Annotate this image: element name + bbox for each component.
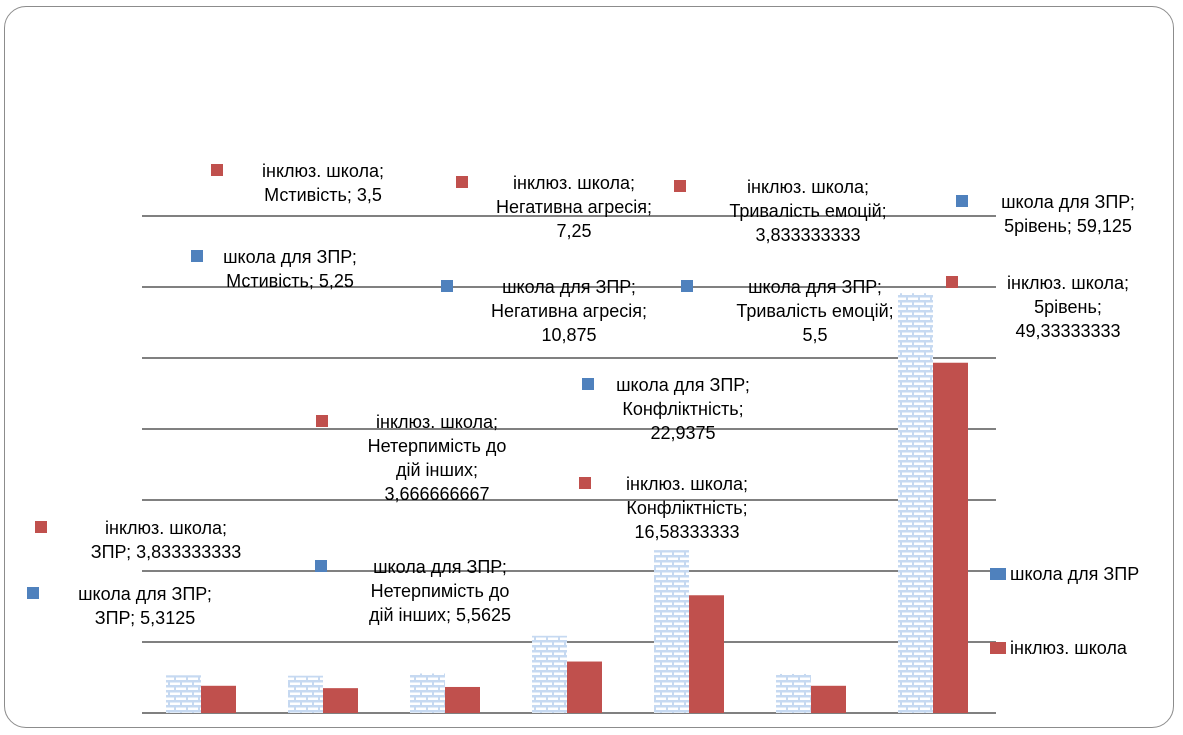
inclusive-data-marker-1	[35, 521, 47, 533]
school-zpr-data-marker-2	[191, 250, 203, 262]
school-zpr-data-marker-3	[315, 560, 327, 572]
school-zpr-data-label-4: 10,875	[541, 325, 596, 345]
inclusive-data-label-1: ЗПР; 3,833333333	[91, 542, 242, 562]
bar-inclusive-1	[201, 685, 236, 713]
bar-school-zpr-5	[654, 550, 689, 713]
legend-label-1: школа для ЗПР	[1010, 564, 1139, 584]
school-zpr-data-marker-1	[27, 587, 39, 599]
inclusive-data-label-1: інклюз. школа;	[105, 518, 227, 538]
bar-inclusive-6	[811, 685, 846, 713]
inclusive-data-label-3: інклюз. школа;	[376, 412, 498, 432]
inclusive-data-label-6: Тривалість емоцій;	[729, 201, 886, 221]
school-zpr-data-label-4: школа для ЗПР;	[502, 277, 636, 297]
bar-inclusive-3	[445, 686, 480, 713]
bar-school-zpr-7	[898, 293, 933, 713]
bar-school-zpr-1	[166, 675, 201, 713]
bar-inclusive-4	[567, 661, 602, 713]
school-zpr-data-label-3: Нетерпимість до	[371, 581, 510, 601]
inclusive-data-label-5: Конфліктність;	[626, 498, 747, 518]
inclusive-data-marker-7	[946, 276, 958, 288]
bar-school-zpr-3	[410, 673, 445, 713]
school-zpr-data-label-6: Тривалість емоцій;	[736, 301, 893, 321]
inclusive-data-marker-3	[316, 415, 328, 427]
school-zpr-data-label-1: школа для ЗПР;	[78, 584, 212, 604]
inclusive-data-label-4: Негативна агресія;	[496, 197, 652, 217]
inclusive-data-label-6: інклюз. школа;	[747, 177, 869, 197]
bar-inclusive-2	[323, 688, 358, 713]
school-zpr-data-marker-4	[441, 280, 453, 292]
school-zpr-data-label-4: Негативна агресія;	[491, 301, 647, 321]
inclusive-data-label-3: Нетерпимість до	[368, 436, 507, 456]
school-zpr-data-label-5: школа для ЗПР;	[616, 375, 750, 395]
inclusive-data-label-2: Мстивість; 3,5	[264, 185, 382, 205]
inclusive-data-label-6: 3,833333333	[755, 225, 860, 245]
inclusive-data-marker-2	[211, 164, 223, 176]
legend: школа для ЗПР інклюз. школа	[990, 564, 1139, 658]
inclusive-data-marker-4	[456, 176, 468, 188]
school-zpr-data-label-3: школа для ЗПР;	[373, 557, 507, 577]
gridlines	[142, 215, 996, 714]
bar-inclusive-7	[933, 362, 968, 713]
school-zpr-data-label-6: школа для ЗПР;	[748, 277, 882, 297]
legend-swatch-1	[990, 568, 1006, 580]
inclusive-data-label-4: 7,25	[556, 221, 591, 241]
school-zpr-data-label-1: ЗПР; 5,3125	[95, 608, 195, 628]
inclusive-data-marker-6	[674, 180, 686, 192]
school-zpr-data-marker-5	[582, 378, 594, 390]
school-zpr-data-marker-7	[956, 195, 968, 207]
school-zpr-data-label-5: Конфліктність;	[622, 399, 743, 419]
chart-frame	[4, 6, 1174, 728]
data-labels: школа для ЗПР; ЗПР; 5,3125 школа для ЗПР; М…	[27, 161, 1135, 628]
inclusive-data-label-2: інклюз. школа;	[262, 161, 384, 181]
school-zpr-data-marker-6	[681, 280, 693, 292]
bar-school-zpr-4	[532, 635, 567, 713]
inclusive-data-label-7: 5рівень;	[1034, 297, 1102, 317]
legend-label-2: інклюз. школа	[1010, 638, 1128, 658]
bar-school-zpr-2	[288, 675, 323, 713]
inclusive-data-label-5: інклюз. школа;	[626, 474, 748, 494]
inclusive-data-label-7: 49,33333333	[1015, 321, 1120, 341]
inclusive-data-marker-5	[579, 477, 591, 489]
inclusive-data-label-4: інклюз. школа;	[513, 173, 635, 193]
inclusive-data-label-7: інклюз. школа;	[1007, 273, 1129, 293]
school-zpr-data-label-5: 22,9375	[650, 423, 715, 443]
bar-inclusive-5	[689, 595, 724, 713]
school-zpr-data-label-7: 5рівень; 59,125	[1004, 216, 1132, 236]
school-zpr-data-label-3: дій інших; 5,5625	[369, 605, 511, 625]
school-zpr-data-label-7: школа для ЗПР;	[1001, 192, 1135, 212]
bars	[166, 293, 968, 713]
school-zpr-data-label-2: Мстивість; 5,25	[226, 271, 354, 291]
inclusive-data-label-5: 16,58333333	[634, 522, 739, 542]
inclusive-data-label-3: дій інших;	[396, 460, 478, 480]
legend-swatch-2	[990, 642, 1006, 654]
school-zpr-data-label-2: школа для ЗПР;	[223, 247, 357, 267]
inclusive-data-label-3: 3,666666667	[384, 484, 489, 504]
bar-school-zpr-6	[776, 673, 811, 713]
school-zpr-data-label-6: 5,5	[802, 325, 827, 345]
